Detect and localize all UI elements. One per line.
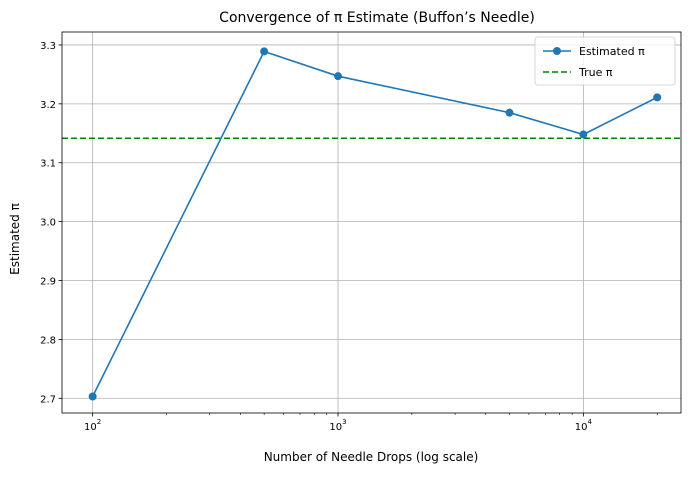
x-tick-exponent: 2: [97, 418, 101, 426]
y-tick-label: 3.0: [40, 218, 56, 229]
y-tick-label: 3.2: [40, 100, 56, 111]
estimated-pi-point: [505, 108, 514, 117]
estimated-pi-point: [334, 72, 343, 81]
x-axis-label: Number of Needle Drops (log scale): [264, 450, 479, 464]
y-tick-label: 2.7: [40, 394, 56, 405]
plot-frame: [61, 31, 682, 414]
x-tick-exponent: 3: [342, 418, 346, 426]
legend-true-pi-label: True π: [578, 66, 613, 79]
legend-box: [534, 36, 676, 86]
x-tick-label: 103: [329, 418, 346, 433]
y-tick-label: 2.9: [40, 277, 56, 288]
x-tick-base: 10: [84, 422, 97, 433]
estimated-pi-point: [88, 392, 97, 401]
legend: Estimated π True π: [534, 36, 676, 86]
x-tick-label: 102: [84, 418, 101, 433]
chart-title: Convergence of π Estimate (Buffon’s Need…: [219, 10, 535, 26]
x-tick-exponent: 4: [587, 418, 592, 426]
estimated-pi-point: [260, 47, 269, 56]
estimated-pi-line: [91, 50, 658, 397]
y-tick-label: 2.8: [40, 335, 56, 346]
x-tick-base: 10: [575, 422, 588, 433]
y-tick-label: 3.3: [40, 41, 56, 52]
legend-estimated-label: Estimated π: [579, 45, 645, 58]
estimated-pi-point: [653, 93, 662, 102]
x-tick-base: 10: [329, 422, 342, 433]
plot-data: [62, 47, 681, 401]
estimated-pi-point: [579, 130, 588, 139]
y-tick-label: 3.1: [40, 159, 56, 170]
y-axis-label: Estimated π: [8, 203, 22, 275]
x-tick-label: 104: [575, 418, 593, 433]
legend-estimated-marker: [553, 47, 561, 55]
